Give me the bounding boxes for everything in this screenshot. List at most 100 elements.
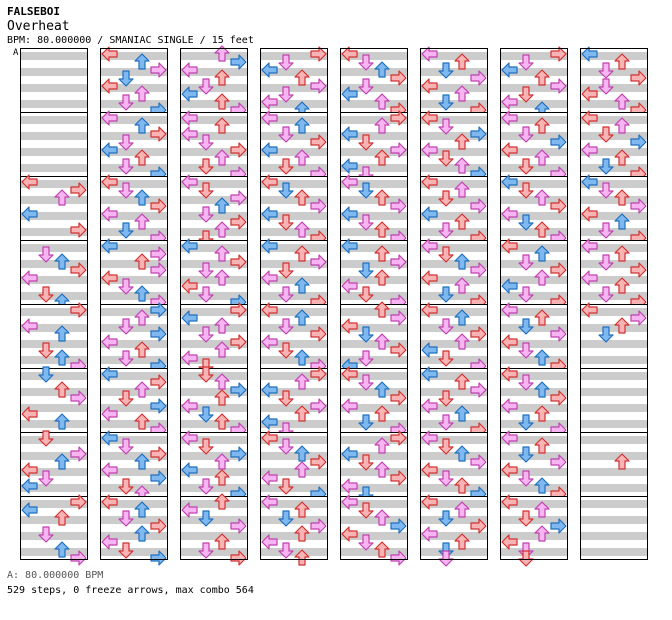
beat-stripe	[100, 436, 168, 444]
left-arrow-icon	[501, 238, 518, 254]
left-arrow-icon	[501, 366, 518, 382]
beat-stripe	[20, 148, 88, 156]
beat-stripe	[100, 388, 168, 396]
measure	[180, 493, 248, 566]
beat-stripe	[20, 212, 88, 220]
beat-stripe	[580, 420, 648, 428]
left-arrow-icon	[501, 94, 518, 110]
down-arrow-icon	[278, 214, 294, 231]
beat-stripe	[500, 308, 568, 316]
beat-stripe	[340, 132, 408, 140]
up-arrow-icon	[454, 277, 470, 294]
left-arrow-icon	[341, 46, 358, 62]
measure	[260, 46, 328, 118]
up-arrow-icon	[374, 269, 390, 286]
left-arrow-icon	[421, 110, 438, 126]
up-arrow-icon	[214, 317, 230, 334]
beat-stripe	[20, 260, 88, 268]
right-arrow-icon	[230, 214, 247, 230]
up-arrow-icon	[54, 509, 70, 526]
down-arrow-icon	[198, 182, 214, 199]
left-arrow-icon	[21, 206, 38, 222]
up-arrow-icon	[614, 317, 630, 334]
measure	[180, 45, 248, 118]
left-arrow-icon	[261, 110, 278, 126]
beat-stripe	[580, 372, 648, 380]
beat-stripe	[340, 516, 408, 524]
left-arrow-icon	[421, 526, 438, 542]
up-arrow-icon	[614, 53, 630, 70]
left-arrow-icon	[261, 534, 278, 550]
up-arrow-icon	[54, 541, 70, 558]
beat-stripe	[180, 516, 248, 524]
beat-stripe	[180, 212, 248, 220]
left-arrow-icon	[101, 430, 118, 446]
right-arrow-icon	[70, 446, 87, 462]
beat-stripe	[340, 436, 408, 444]
right-arrow-icon	[230, 142, 247, 158]
measure	[20, 302, 88, 374]
right-arrow-icon	[630, 134, 647, 150]
beat-stripe	[500, 388, 568, 396]
down-arrow-icon	[598, 326, 614, 343]
beat-stripe	[420, 516, 488, 524]
right-arrow-icon	[390, 310, 407, 326]
beat-stripe	[260, 532, 328, 540]
up-arrow-icon	[214, 373, 230, 390]
right-arrow-icon	[70, 182, 87, 198]
up-arrow-icon	[54, 253, 70, 270]
beat-stripe	[500, 212, 568, 220]
beat-stripe	[500, 500, 568, 508]
up-arrow-icon	[294, 149, 310, 166]
beat-stripe	[180, 532, 248, 540]
down-arrow-icon	[518, 342, 534, 359]
down-arrow-icon	[438, 438, 454, 455]
up-arrow-icon	[614, 245, 630, 262]
left-arrow-icon	[421, 398, 438, 414]
measure	[500, 174, 568, 246]
measure	[100, 46, 168, 118]
measure	[260, 494, 328, 566]
measure	[180, 302, 248, 375]
up-arrow-icon	[214, 389, 230, 406]
up-arrow-icon	[54, 453, 70, 470]
beat-stripe	[340, 420, 408, 428]
down-arrow-icon	[198, 286, 214, 303]
left-arrow-icon	[341, 206, 358, 222]
down-arrow-icon	[278, 342, 294, 359]
beat-stripe	[420, 420, 488, 428]
beat-stripe	[20, 420, 88, 428]
beat-stripe	[260, 228, 328, 236]
measure	[340, 430, 408, 503]
beat-stripe	[20, 196, 88, 204]
beat-stripe	[180, 484, 248, 492]
beat-stripe	[420, 452, 488, 460]
beat-stripe	[260, 68, 328, 76]
beat-stripe	[340, 484, 408, 492]
left-arrow-icon	[341, 158, 358, 174]
up-arrow-icon	[214, 149, 230, 166]
beat-stripe	[580, 468, 648, 476]
beat-stripe	[340, 276, 408, 284]
up-arrow-icon	[374, 189, 390, 206]
beat-stripe	[20, 500, 88, 508]
measure	[340, 238, 408, 310]
down-arrow-icon	[518, 470, 534, 487]
up-arrow-icon	[134, 501, 150, 518]
down-arrow-icon	[198, 406, 214, 423]
right-arrow-icon	[230, 54, 247, 70]
right-arrow-icon	[470, 70, 487, 86]
bpm-marker-label: A	[13, 48, 19, 58]
up-arrow-icon	[294, 69, 310, 86]
right-arrow-icon	[230, 302, 247, 318]
up-arrow-icon	[374, 461, 390, 478]
right-arrow-icon	[150, 374, 167, 390]
beat-stripe	[180, 356, 248, 364]
left-arrow-icon	[501, 334, 518, 350]
measure	[420, 46, 488, 118]
beat-stripe	[180, 244, 248, 252]
beat-stripe	[20, 164, 88, 172]
left-arrow-icon	[181, 110, 198, 126]
left-arrow-icon	[101, 406, 118, 422]
up-arrow-icon	[534, 405, 550, 422]
